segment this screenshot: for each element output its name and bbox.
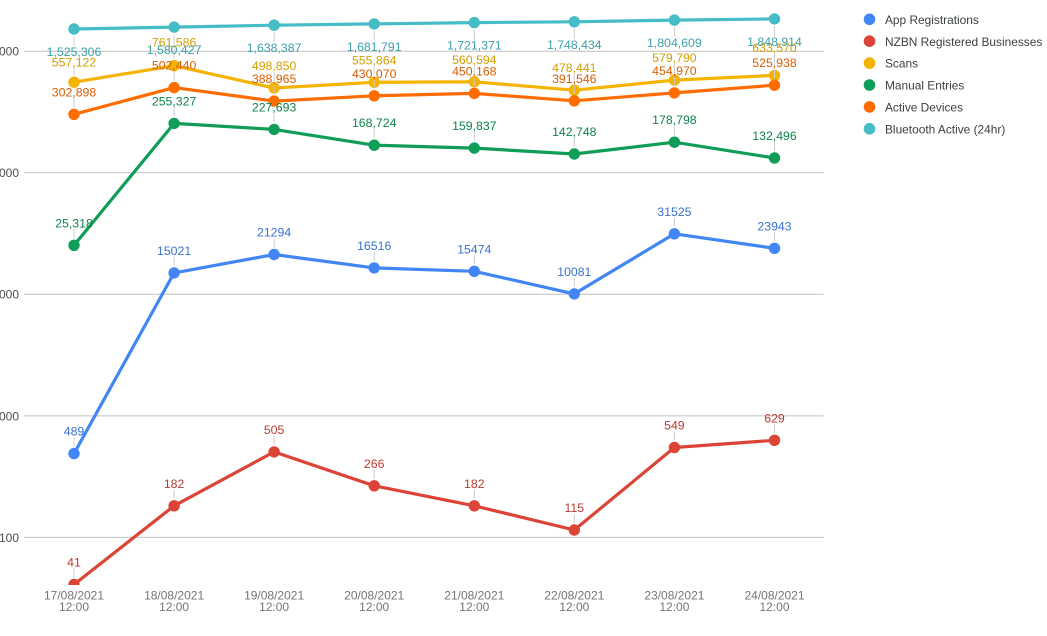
svg-text:18/08/2021: 18/08/2021 (144, 589, 204, 603)
svg-text:388,965: 388,965 (252, 72, 297, 86)
svg-text:Manual Entries: Manual Entries (885, 79, 964, 93)
svg-text:505: 505 (264, 423, 285, 437)
svg-text:1,000,000: 1,000,000 (0, 45, 19, 59)
svg-text:255,327: 255,327 (152, 94, 197, 108)
svg-text:Bluetooth Active (24hr): Bluetooth Active (24hr) (885, 122, 1005, 136)
svg-text:579,790: 579,790 (652, 51, 697, 65)
svg-text:629: 629 (764, 411, 785, 425)
svg-text:21294: 21294 (257, 226, 291, 240)
svg-text:12:00: 12:00 (459, 600, 489, 614)
svg-text:20/08/2021: 20/08/2021 (344, 589, 404, 603)
svg-text:1,525,306: 1,525,306 (47, 45, 102, 59)
svg-text:12:00: 12:00 (659, 600, 689, 614)
svg-text:16516: 16516 (357, 239, 391, 253)
svg-text:100,000: 100,000 (0, 166, 19, 180)
svg-text:560,594: 560,594 (452, 53, 497, 67)
svg-text:23943: 23943 (757, 219, 791, 233)
svg-text:1,000: 1,000 (0, 409, 19, 423)
svg-text:22/08/2021: 22/08/2021 (544, 589, 604, 603)
svg-text:1,638,387: 1,638,387 (247, 41, 302, 55)
svg-text:450,168: 450,168 (452, 64, 497, 78)
svg-text:12:00: 12:00 (59, 600, 89, 614)
svg-text:17/08/2021: 17/08/2021 (44, 589, 104, 603)
svg-text:15021: 15021 (157, 244, 191, 258)
svg-text:178,798: 178,798 (652, 113, 697, 127)
svg-text:23/08/2021: 23/08/2021 (644, 589, 704, 603)
svg-text:NZBN Registered Businesses: NZBN Registered Businesses (885, 35, 1042, 49)
svg-text:115: 115 (564, 501, 584, 515)
svg-text:633,570: 633,570 (752, 41, 797, 55)
svg-text:10081: 10081 (557, 265, 591, 279)
svg-text:227,693: 227,693 (252, 100, 297, 114)
svg-text:557,122: 557,122 (52, 56, 97, 70)
svg-text:168,724: 168,724 (352, 116, 397, 130)
svg-text:302,898: 302,898 (52, 85, 97, 99)
svg-text:App Registrations: App Registrations (885, 13, 979, 27)
svg-text:Scans: Scans (885, 57, 918, 71)
svg-text:266: 266 (364, 457, 385, 471)
svg-text:159,837: 159,837 (452, 119, 497, 133)
svg-text:502,440: 502,440 (152, 59, 197, 73)
svg-text:25,318: 25,318 (55, 216, 93, 230)
svg-text:1,580,427: 1,580,427 (147, 43, 202, 57)
svg-text:391,546: 391,546 (552, 72, 597, 86)
svg-text:1,748,434: 1,748,434 (547, 38, 602, 52)
svg-text:1,848,914: 1,848,914 (747, 35, 802, 49)
svg-text:555,864: 555,864 (352, 53, 397, 67)
svg-text:100: 100 (0, 531, 19, 545)
svg-text:182: 182 (464, 477, 485, 491)
svg-text:24/08/2021: 24/08/2021 (744, 589, 804, 603)
svg-text:12:00: 12:00 (759, 600, 789, 614)
svg-text:1,804,609: 1,804,609 (647, 36, 702, 50)
svg-text:19/08/2021: 19/08/2021 (244, 589, 304, 603)
svg-text:1,681,791: 1,681,791 (347, 40, 402, 54)
svg-text:31525: 31525 (657, 205, 691, 219)
svg-text:10,000: 10,000 (0, 288, 19, 302)
svg-text:182: 182 (164, 477, 185, 491)
svg-text:15474: 15474 (457, 242, 491, 256)
svg-text:12:00: 12:00 (159, 600, 189, 614)
svg-text:1,721,371: 1,721,371 (447, 39, 502, 53)
svg-text:Active Devices: Active Devices (885, 101, 963, 115)
svg-text:454,970: 454,970 (652, 64, 697, 78)
svg-text:478,441: 478,441 (552, 61, 597, 75)
svg-text:132,496: 132,496 (752, 129, 797, 143)
svg-text:489: 489 (64, 425, 85, 439)
svg-text:12:00: 12:00 (559, 600, 589, 614)
svg-text:549: 549 (664, 419, 685, 433)
svg-text:525,938: 525,938 (752, 56, 797, 70)
svg-text:498,850: 498,850 (252, 59, 297, 73)
svg-text:12:00: 12:00 (359, 600, 389, 614)
svg-text:12:00: 12:00 (259, 600, 289, 614)
svg-text:142,748: 142,748 (552, 125, 597, 139)
svg-text:21/08/2021: 21/08/2021 (444, 589, 504, 603)
svg-text:430,070: 430,070 (352, 67, 397, 81)
svg-text:41: 41 (67, 556, 81, 570)
